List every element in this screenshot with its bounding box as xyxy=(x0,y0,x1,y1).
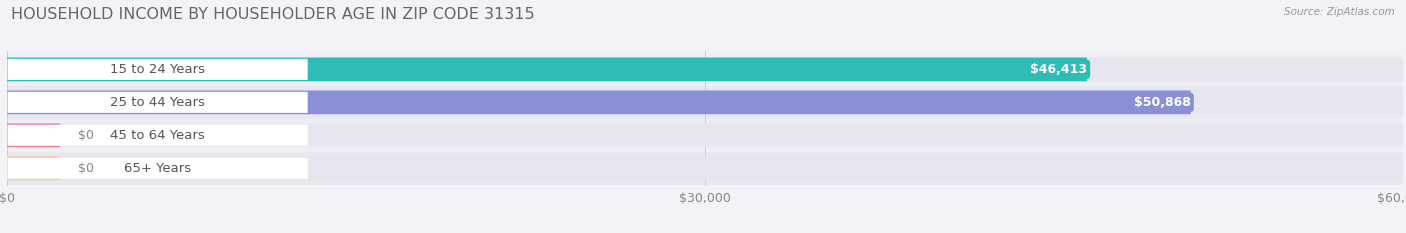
Text: $50,868: $50,868 xyxy=(1133,96,1191,109)
Text: Source: ZipAtlas.com: Source: ZipAtlas.com xyxy=(1284,7,1395,17)
FancyBboxPatch shape xyxy=(7,158,308,179)
Text: $0: $0 xyxy=(79,162,94,175)
FancyBboxPatch shape xyxy=(7,90,1403,114)
FancyBboxPatch shape xyxy=(7,90,1191,114)
FancyBboxPatch shape xyxy=(7,58,1403,81)
Text: $46,413: $46,413 xyxy=(1031,63,1087,76)
Text: HOUSEHOLD INCOME BY HOUSEHOLDER AGE IN ZIP CODE 31315: HOUSEHOLD INCOME BY HOUSEHOLDER AGE IN Z… xyxy=(11,7,534,22)
FancyBboxPatch shape xyxy=(7,123,60,147)
FancyBboxPatch shape xyxy=(7,119,1403,152)
Text: 65+ Years: 65+ Years xyxy=(124,162,191,175)
Text: 25 to 44 Years: 25 to 44 Years xyxy=(110,96,205,109)
FancyBboxPatch shape xyxy=(7,92,308,113)
Text: $0: $0 xyxy=(79,129,94,142)
FancyBboxPatch shape xyxy=(7,86,1403,119)
FancyBboxPatch shape xyxy=(7,152,1403,185)
FancyBboxPatch shape xyxy=(7,59,308,80)
Text: 15 to 24 Years: 15 to 24 Years xyxy=(110,63,205,76)
Text: 45 to 64 Years: 45 to 64 Years xyxy=(110,129,205,142)
FancyBboxPatch shape xyxy=(7,58,1087,81)
FancyBboxPatch shape xyxy=(7,53,1403,86)
FancyBboxPatch shape xyxy=(7,125,308,146)
FancyBboxPatch shape xyxy=(7,156,1403,180)
FancyBboxPatch shape xyxy=(7,156,60,180)
FancyBboxPatch shape xyxy=(7,123,1403,147)
